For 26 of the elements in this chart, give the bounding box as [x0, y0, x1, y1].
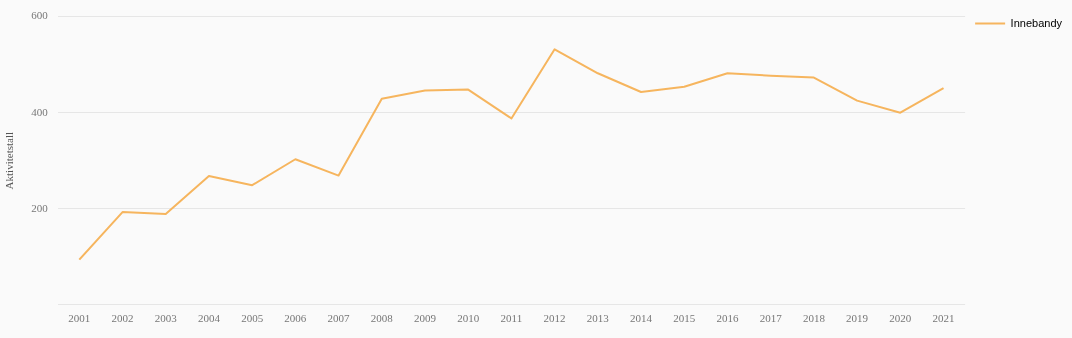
x-tick-label: 2016 — [716, 312, 739, 325]
x-tick-label: 2002 — [111, 312, 134, 325]
x-tick-label: 2009 — [413, 312, 437, 325]
y-tick-label: 400 — [31, 105, 49, 118]
x-tick-label: 2003 — [154, 312, 178, 325]
x-tick-label: 2011 — [500, 312, 523, 325]
x-tick-label: 2015 — [673, 312, 696, 325]
y-axis-title: Aktivitetstall — [3, 131, 16, 190]
y-tick-label: 600 — [31, 9, 49, 22]
x-tick-label: 2019 — [846, 312, 869, 325]
x-tick-label: 2004 — [197, 312, 221, 325]
x-tick-label: 2006 — [284, 312, 307, 325]
x-tick-label: 2017 — [759, 312, 783, 325]
x-tick-label: 2001 — [68, 312, 91, 325]
y-tick-label: 200 — [31, 201, 49, 214]
x-tick-label: 2021 — [932, 312, 955, 325]
x-tick-label: 2005 — [241, 312, 264, 325]
x-tick-label: 2014 — [630, 312, 653, 325]
x-tick-label: 2012 — [543, 312, 566, 325]
legend-label: Innebandy — [1010, 16, 1063, 29]
x-tick-label: 2020 — [889, 312, 912, 325]
x-tick-label: 2013 — [586, 312, 610, 325]
x-tick-label: 2010 — [457, 312, 480, 325]
x-tick-label: 2018 — [802, 312, 826, 325]
x-tick-label: 2007 — [327, 312, 351, 325]
x-tick-label: 2008 — [370, 312, 394, 325]
